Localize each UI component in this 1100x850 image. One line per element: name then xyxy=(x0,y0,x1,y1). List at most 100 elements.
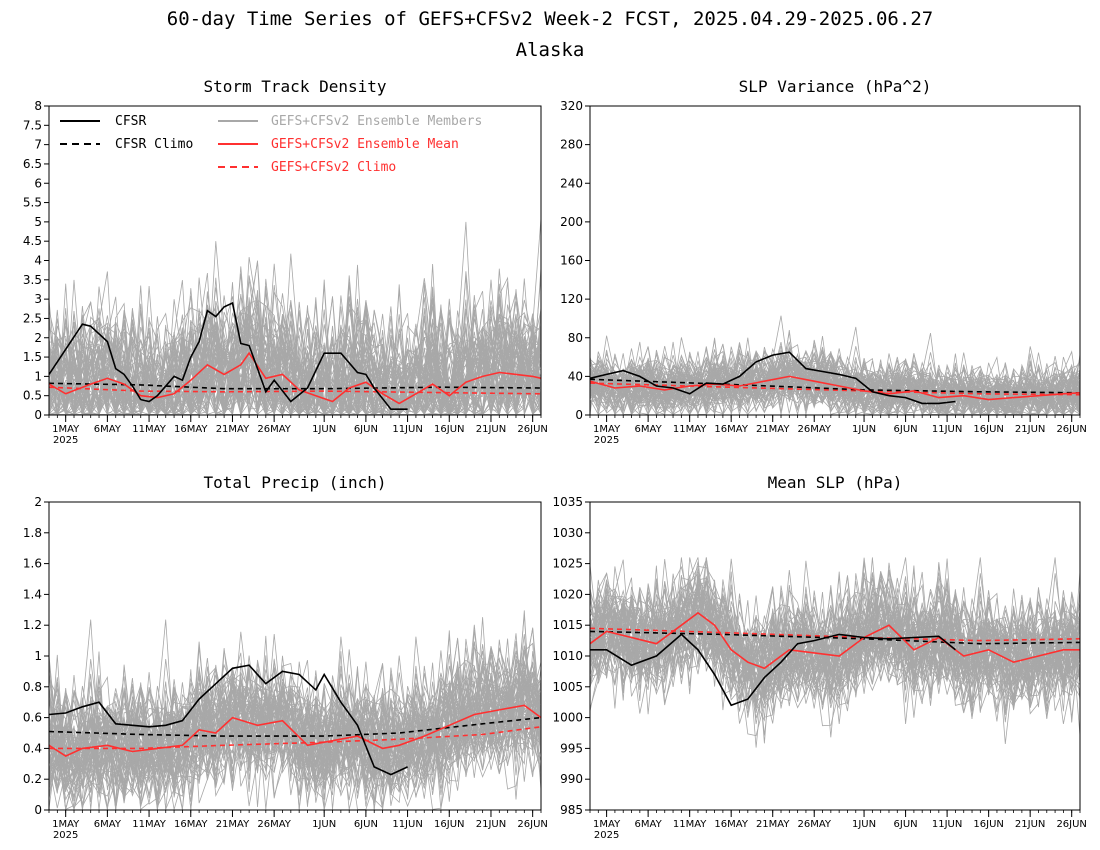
series-cfsr xyxy=(48,301,408,411)
y-tick-label: 1.5 xyxy=(23,350,42,364)
ensemble-member-line xyxy=(49,677,541,795)
y-tick-label: 7.5 xyxy=(23,118,42,132)
ensemble-member-line xyxy=(590,557,1080,723)
x-year-label: 2025 xyxy=(53,830,78,841)
ensemble-member-line xyxy=(590,355,1080,415)
panel-3: Total Precip (inch) 0 0.2 0.4 0.6 0.8 1 1.2 1.4 1… xyxy=(23,473,548,841)
x-tick-label: 11JUN xyxy=(932,424,962,435)
y-tick-label: 1005 xyxy=(552,680,583,694)
x-tick-label: 16JUN xyxy=(434,819,464,830)
ensemble-members xyxy=(590,315,1080,415)
ensemble-member-line xyxy=(49,278,541,415)
y-tick-label: 200 xyxy=(560,215,583,229)
y-tick-label: 80 xyxy=(568,331,583,345)
panel-1: Storm Track Density 0 0.5 1 1.5 2 2.5 3 3.5 4 4.5 5… xyxy=(23,77,548,446)
x-year-label: 2025 xyxy=(53,435,78,446)
series-cfsr xyxy=(48,664,408,776)
legend-cfsr-climo-label: CFSR Climo xyxy=(115,137,193,152)
panel-title: Total Precip (inch) xyxy=(203,473,386,492)
y-tick-label: 3 xyxy=(34,292,42,306)
ensemble-member-line xyxy=(49,619,541,809)
ensemble-members xyxy=(590,557,1080,748)
x-tick-label: 26JUN xyxy=(1056,819,1086,830)
x-tick-label: 1JUN xyxy=(312,819,336,830)
ensemble-member-line xyxy=(590,341,1080,415)
series-gefs-cfsv2-ensemble-mean xyxy=(48,351,542,405)
x-year-label: 2025 xyxy=(594,830,619,841)
y-tick-label: 1 xyxy=(34,369,42,383)
x-tick-label: 11MAY xyxy=(673,819,707,830)
ensemble-member-line xyxy=(49,261,541,415)
y-tick-label: 1020 xyxy=(552,587,583,601)
x-tick-label: 6MAY xyxy=(94,819,122,830)
x-year-label: 2025 xyxy=(594,435,619,446)
x-tick-label: 11MAY xyxy=(132,819,166,830)
x-tick-label: 26MAY xyxy=(797,424,831,435)
ensemble-member-line xyxy=(49,302,541,415)
panel-title: Mean SLP (hPa) xyxy=(768,473,903,492)
y-tick-label: 0.4 xyxy=(23,741,42,755)
y-tick-label: 1035 xyxy=(552,495,583,509)
legend-climo-label: GEFS+CFSv2 Climo xyxy=(271,160,396,175)
panel-title: Storm Track Density xyxy=(203,77,386,96)
series-gefs-cfsv2-climo xyxy=(49,726,542,750)
y-tick-label: 1 xyxy=(34,649,42,663)
y-tick-label: 0 xyxy=(34,408,42,422)
ensemble-members xyxy=(49,610,541,810)
x-tick-label: 21MAY xyxy=(756,819,790,830)
y-tick-label: 995 xyxy=(560,741,583,755)
panel-2: SLP Variance (hPa^2) 0 40 80 120 160 200 240 280… xyxy=(560,77,1087,446)
y-tick-label: 1015 xyxy=(552,618,583,632)
x-tick-label: 1MAY xyxy=(593,819,621,830)
y-tick-label: 985 xyxy=(560,803,583,817)
y-tick-label: 7 xyxy=(34,138,42,152)
x-tick-label: 16JUN xyxy=(434,424,464,435)
panel-4: Mean SLP (hPa) 985 990 995 1000 1005 1010 1015 1… xyxy=(552,473,1086,841)
x-tick-label: 6JUN xyxy=(354,424,378,435)
y-tick-label: 0 xyxy=(34,803,42,817)
ensemble-member-line xyxy=(590,585,1080,714)
x-tick-label: 21MAY xyxy=(756,424,790,435)
series-gefs-cfsv2-climo xyxy=(48,386,542,395)
y-tick-label: 0.8 xyxy=(23,680,42,694)
figure-title: 60-day Time Series of GEFS+CFSv2 Week-2 … xyxy=(167,8,933,30)
ensemble-member-line xyxy=(49,630,541,810)
series-gefs-cfsv2-ensemble-mean xyxy=(48,704,542,758)
ensemble-member-line xyxy=(49,645,541,800)
x-tick-label: 16MAY xyxy=(714,819,748,830)
ensemble-member-line xyxy=(49,669,541,810)
x-tick-label: 11MAY xyxy=(132,424,166,435)
ensemble-member-line xyxy=(49,640,541,803)
ensemble-member-line xyxy=(49,221,541,415)
x-tick-label: 6MAY xyxy=(635,424,663,435)
y-tick-label: 990 xyxy=(560,772,583,786)
ensemble-member-line xyxy=(49,646,541,795)
ensemble-member-line xyxy=(49,655,541,810)
x-tick-label: 26MAY xyxy=(797,819,831,830)
y-tick-label: 320 xyxy=(560,99,583,113)
x-tick-label: 6MAY xyxy=(635,819,663,830)
panel-title: SLP Variance (hPa^2) xyxy=(739,77,932,96)
ensemble-member-line xyxy=(49,300,541,415)
x-tick-label: 11JUN xyxy=(932,819,962,830)
y-tick-label: 2.5 xyxy=(23,311,42,325)
y-tick-label: 240 xyxy=(560,176,583,190)
ensemble-members xyxy=(49,218,541,415)
y-tick-label: 6 xyxy=(34,176,42,190)
legend: CFSR CFSR Climo GEFS+CFSv2 Ensemble Memb… xyxy=(60,114,482,175)
x-tick-label: 1JUN xyxy=(852,424,876,435)
series-cfsr-climo xyxy=(48,716,542,737)
x-tick-label: 6JUN xyxy=(894,819,918,830)
series-cfsr xyxy=(590,633,956,707)
x-tick-label: 6JUN xyxy=(354,819,378,830)
x-tick-label: 6JUN xyxy=(894,424,918,435)
ensemble-member-line xyxy=(590,351,1080,415)
x-tick-label: 21MAY xyxy=(216,424,250,435)
x-tick-label: 21JUN xyxy=(1015,819,1045,830)
x-tick-label: 6MAY xyxy=(94,424,122,435)
x-tick-label: 21MAY xyxy=(216,819,250,830)
legend-mean-label: GEFS+CFSv2 Ensemble Mean xyxy=(271,137,459,152)
y-tick-label: 1000 xyxy=(552,711,583,725)
series-cfsr-climo xyxy=(589,378,1081,394)
ensemble-member-line xyxy=(590,351,1080,415)
